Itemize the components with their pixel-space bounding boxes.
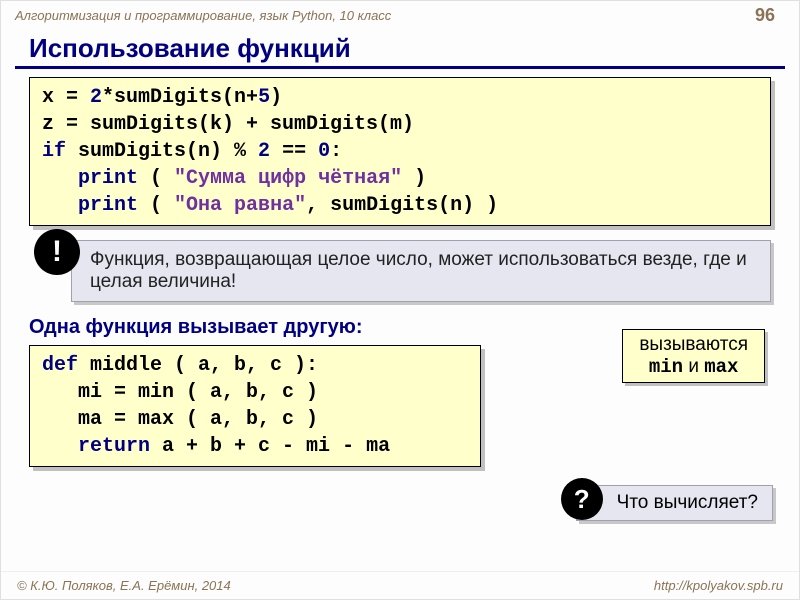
question-box: ? Что вычисляет? xyxy=(576,485,773,521)
footer: © К.Ю. Поляков, Е.А. Ерёмин, 2014 http:/… xyxy=(1,571,799,599)
footer-copyright: © К.Ю. Поляков, Е.А. Ерёмин, 2014 xyxy=(17,578,231,593)
callout-line2: min и max xyxy=(639,356,748,378)
course-title: Алгоритмизация и программирование, язык … xyxy=(15,8,391,23)
code-block-2: def middle ( a, b, c ): mi = min ( a, b,… xyxy=(29,345,481,467)
code-block-1: x = 2*sumDigits(n+5) z = sumDigits(k) + … xyxy=(29,77,771,226)
code-line: print ( "Сумма цифр чётная" ) xyxy=(42,165,758,192)
code-line: x = 2*sumDigits(n+5) xyxy=(42,84,758,111)
code-line: z = sumDigits(k) + sumDigits(m) xyxy=(42,111,758,138)
note-text: Функция, возвращающая целое число, может… xyxy=(90,249,747,292)
code-line: if sumDigits(n) % 2 == 0: xyxy=(42,138,758,165)
slide-header: Алгоритмизация и программирование, язык … xyxy=(1,1,799,25)
footer-url: http://kpolyakov.spb.ru xyxy=(654,578,783,593)
callout-box: вызываются min и max xyxy=(622,329,765,383)
slide-title: Использование функций xyxy=(15,25,785,69)
code-line: print ( "Она равна", sumDigits(n) ) xyxy=(42,192,758,219)
page-number: 96 xyxy=(755,5,775,26)
question-text: Что вычисляет? xyxy=(617,492,758,513)
code-line: def middle ( a, b, c ): xyxy=(42,352,468,379)
callout-line1: вызываются xyxy=(639,334,748,356)
question-icon: ? xyxy=(561,478,603,520)
note-box: ! Функция, возвращающая целое число, мож… xyxy=(71,240,771,302)
code-line: return a + b + c - mi - ma xyxy=(42,433,468,460)
code-line: mi = min ( a, b, c ) xyxy=(42,379,468,406)
code-line: ma = max ( a, b, c ) xyxy=(42,406,468,433)
exclamation-icon: ! xyxy=(34,229,80,275)
